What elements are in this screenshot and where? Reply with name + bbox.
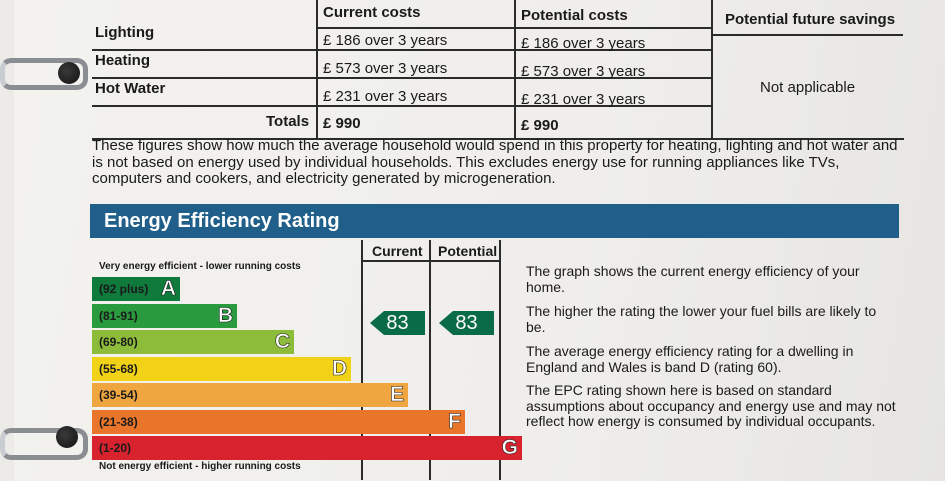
- savings-not-applicable: Not applicable: [760, 79, 856, 96]
- table-divider: [711, 0, 713, 140]
- description-2: The higher the rating the lower your fue…: [526, 303, 877, 335]
- hot-water-current-cost: £ 231 over 3 years: [323, 88, 448, 105]
- band-range: (1-20): [99, 441, 132, 455]
- band-f: (21-38) F: [92, 409, 465, 434]
- band-letter: F: [448, 409, 461, 433]
- band-range: (21-38): [99, 414, 138, 429]
- hot-water-potential-cost: £ 231 over 3 years: [521, 91, 646, 108]
- epc-page: Current costs Potential costs Potential …: [14, 0, 945, 481]
- lighting-potential-cost: £ 186 over 3 years: [521, 35, 646, 52]
- chart-divider: [499, 240, 501, 480]
- costs-explanation: These figures show how much the average …: [92, 137, 898, 187]
- table-divider: [713, 34, 903, 36]
- description-4: The EPC rating shown here is based on st…: [526, 382, 896, 429]
- potential-rating-arrow: 83: [439, 311, 494, 335]
- table-divider: [92, 77, 712, 79]
- band-letter: G: [501, 436, 518, 460]
- description-1: The graph shows the current energy effic…: [526, 263, 860, 295]
- binder-ring: [0, 58, 88, 90]
- column-potential: Potential: [438, 243, 498, 259]
- bottom-caption: Not energy efficient - higher running co…: [99, 461, 301, 472]
- band-b: (81-91) B: [92, 303, 237, 328]
- band-e: (39-54) E: [92, 383, 408, 407]
- header-potential-savings: Potential future savings: [725, 11, 896, 28]
- band-range: (92 plus): [99, 282, 149, 296]
- totals-current: £ 990: [323, 115, 361, 132]
- current-rating-arrow: 83: [370, 311, 425, 335]
- band-c: (69-80) C: [92, 330, 294, 354]
- row-label-lighting: Lighting: [95, 24, 155, 41]
- potential-rating-value: 83: [455, 311, 478, 334]
- header-potential-costs: Potential costs: [521, 7, 628, 24]
- running-costs-table: Current costs Potential costs Potential …: [92, 0, 904, 140]
- band-range: (55-68): [99, 361, 138, 376]
- current-rating-value: 83: [386, 311, 409, 334]
- binder-ring: [0, 428, 88, 460]
- band-a: (92 plus) A: [92, 277, 180, 301]
- table-divider: [92, 105, 712, 107]
- band-letter: B: [217, 303, 234, 327]
- band-g: (1-20) G: [92, 436, 522, 460]
- lighting-current-cost: £ 186 over 3 years: [323, 32, 448, 49]
- band-d: (55-68) D: [92, 356, 351, 381]
- table-divider: [514, 0, 516, 140]
- band-range: (69-80): [99, 335, 138, 349]
- chart-divider: [361, 240, 363, 480]
- header-current-costs: Current costs: [323, 4, 421, 21]
- punch-hole: [58, 62, 80, 84]
- band-range: (39-54): [99, 388, 138, 402]
- description-3: The average energy efficiency rating for…: [526, 343, 854, 375]
- band-letter: E: [389, 383, 405, 407]
- band-letter: A: [160, 277, 177, 301]
- energy-rating-chart: Current Potential Very energy efficient …: [92, 240, 522, 481]
- band-letter: D: [331, 356, 348, 380]
- row-label-hot-water: Hot Water: [95, 80, 166, 97]
- column-current: Current: [372, 243, 423, 259]
- table-divider: [92, 138, 904, 140]
- punch-hole: [56, 426, 78, 448]
- energy-rating-title: Energy Efficiency Rating: [90, 204, 899, 238]
- table-divider: [92, 49, 712, 51]
- heating-current-cost: £ 573 over 3 years: [323, 60, 448, 77]
- chart-divider: [361, 260, 501, 262]
- heating-potential-cost: £ 573 over 3 years: [521, 63, 646, 80]
- band-letter: C: [274, 330, 291, 354]
- table-divider: [316, 27, 712, 29]
- band-range: (81-91): [99, 308, 138, 323]
- chart-divider: [429, 240, 431, 480]
- totals-potential: £ 990: [521, 117, 559, 134]
- table-divider: [316, 0, 318, 140]
- top-caption: Very energy efficient - lower running co…: [99, 261, 301, 272]
- totals-label: Totals: [266, 113, 310, 130]
- row-label-heating: Heating: [95, 52, 151, 69]
